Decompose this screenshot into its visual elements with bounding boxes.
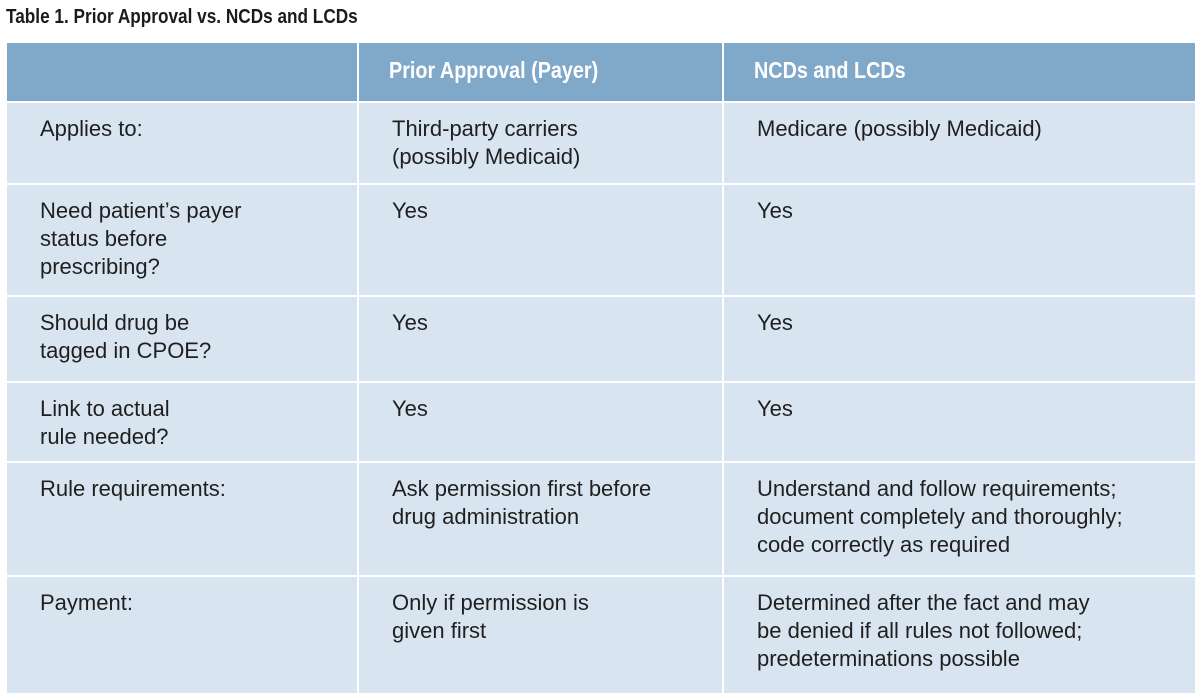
- cell-text: Applies to:: [40, 116, 143, 141]
- header-cell-prior-approval: Prior Approval (Payer): [357, 43, 722, 101]
- ncds-lcds-cell: Yes: [722, 183, 1195, 295]
- prior-approval-cell: Only if permission is given first: [357, 575, 722, 693]
- cell-text: Yes: [757, 396, 793, 421]
- row-label-cell: Applies to:: [7, 101, 357, 183]
- header-label: Prior Approval (Payer): [389, 57, 599, 83]
- ncds-lcds-cell: Determined after the fact and may be den…: [722, 575, 1195, 693]
- header-label: NCDs and LCDs: [754, 57, 906, 83]
- cell-text: Yes: [757, 310, 793, 335]
- cell-text: Rule requirements:: [40, 476, 226, 501]
- cell-text: Should drug be tagged in CPOE?: [40, 310, 212, 363]
- prior-approval-cell: Ask permission first before drug adminis…: [357, 461, 722, 575]
- prior-approval-cell: Yes: [357, 295, 722, 381]
- header-cell-ncds-lcds: NCDs and LCDs: [722, 43, 1195, 101]
- table-row: Need patient’s payer status before presc…: [7, 183, 1195, 295]
- ncds-lcds-cell: Yes: [722, 295, 1195, 381]
- table-row: Rule requirements: Ask permission first …: [7, 461, 1195, 575]
- table-row: Link to actual rule needed? Yes Yes: [7, 381, 1195, 461]
- cell-text: Third-party carriers (possibly Medicaid): [392, 116, 581, 169]
- cell-text: Medicare (possibly Medicaid): [757, 116, 1042, 141]
- table-caption: Table 1. Prior Approval vs. NCDs and LCD…: [6, 6, 358, 28]
- table-header-row: Prior Approval (Payer) NCDs and LCDs: [7, 43, 1195, 101]
- prior-approval-cell: Yes: [357, 381, 722, 461]
- cell-text: Yes: [392, 310, 428, 335]
- cell-text: Need patient’s payer status before presc…: [40, 198, 242, 279]
- table-row: Should drug be tagged in CPOE? Yes Yes: [7, 295, 1195, 381]
- cell-text: Yes: [757, 198, 793, 223]
- ncds-lcds-cell: Yes: [722, 381, 1195, 461]
- prior-approval-cell: Yes: [357, 183, 722, 295]
- row-label-cell: Should drug be tagged in CPOE?: [7, 295, 357, 381]
- cell-text: Link to actual rule needed?: [40, 396, 170, 449]
- row-label-cell: Need patient’s payer status before presc…: [7, 183, 357, 295]
- cell-text: Ask permission first before drug adminis…: [392, 476, 652, 529]
- ncds-lcds-cell: Medicare (possibly Medicaid): [722, 101, 1195, 183]
- cell-text: Understand and follow requirements; docu…: [757, 476, 1123, 557]
- row-label-cell: Rule requirements:: [7, 461, 357, 575]
- cell-text: Yes: [392, 198, 428, 223]
- table-row: Payment: Only if permission is given fir…: [7, 575, 1195, 693]
- prior-approval-cell: Third-party carriers (possibly Medicaid): [357, 101, 722, 183]
- table-row: Applies to: Third-party carriers (possib…: [7, 101, 1195, 183]
- cell-text: Determined after the fact and may be den…: [757, 590, 1090, 671]
- cell-text: Payment:: [40, 590, 133, 615]
- cell-text: Only if permission is given first: [392, 590, 589, 643]
- cell-text: Yes: [392, 396, 428, 421]
- comparison-table: Prior Approval (Payer) NCDs and LCDs App…: [7, 43, 1195, 693]
- header-cell-blank: [7, 43, 357, 101]
- row-label-cell: Link to actual rule needed?: [7, 381, 357, 461]
- row-label-cell: Payment:: [7, 575, 357, 693]
- ncds-lcds-cell: Understand and follow requirements; docu…: [722, 461, 1195, 575]
